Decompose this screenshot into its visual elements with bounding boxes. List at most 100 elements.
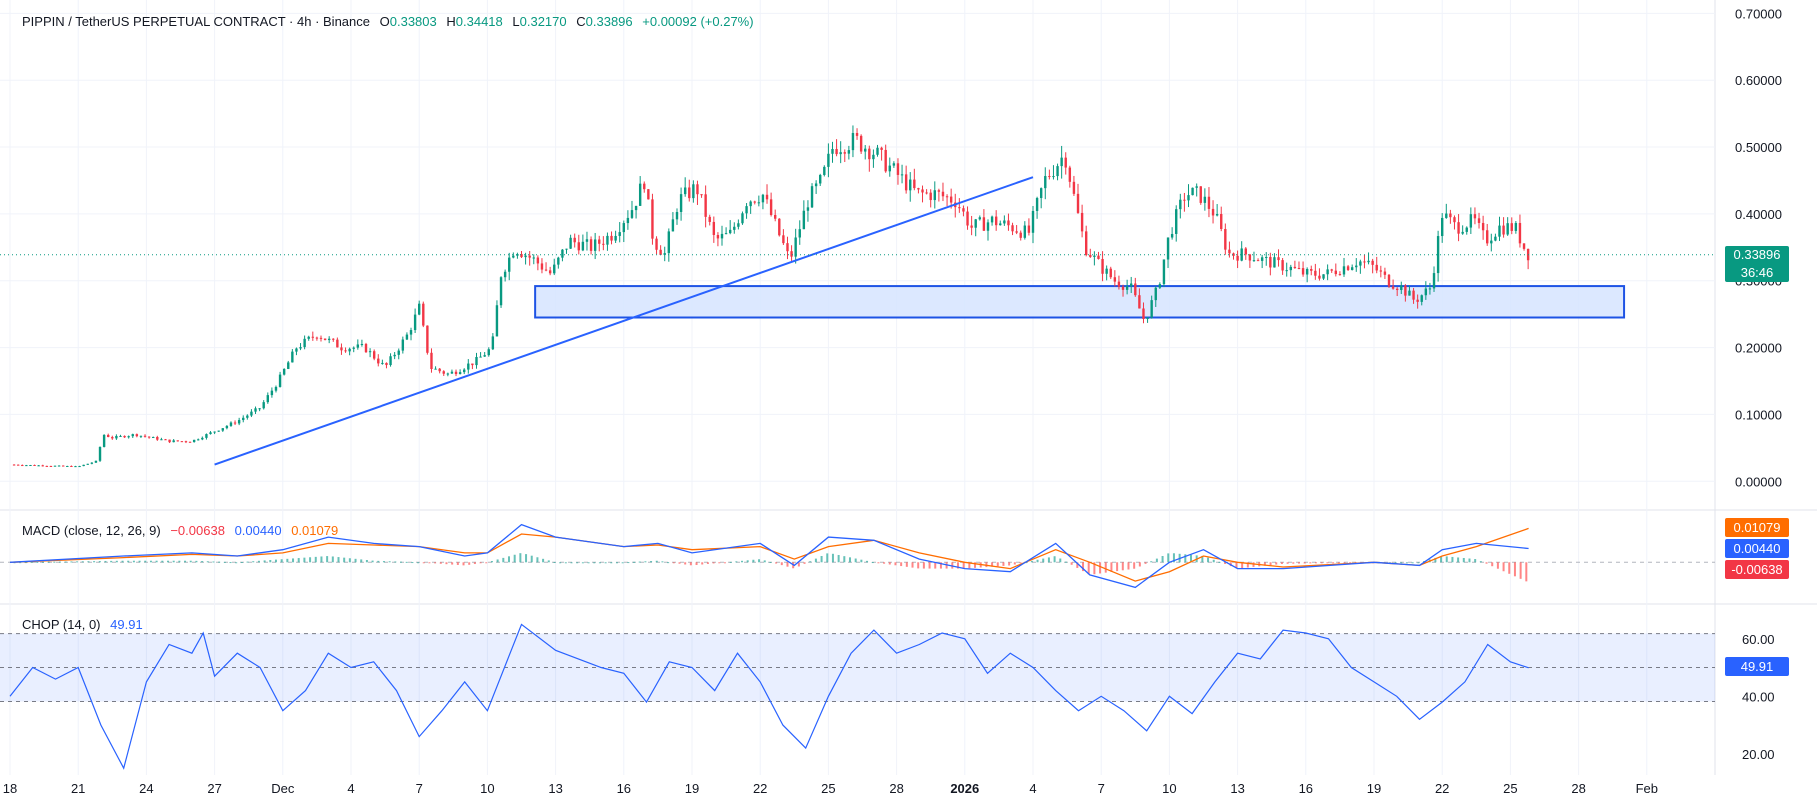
- candle-body: [123, 435, 126, 438]
- time-axis[interactable]: 18 21 24 27 Dec 4 7 10 13 16 19 22 25 28 2026 4 7 10 13 16 1…: [3, 781, 1658, 796]
- time-tick-label: Feb: [1636, 781, 1658, 796]
- candle-body: [990, 216, 994, 223]
- candle-body: [1432, 273, 1436, 289]
- macd-histogram-bar: [41, 561, 44, 563]
- candle-body: [29, 465, 32, 467]
- candle-body: [1240, 248, 1243, 261]
- time-tick-label: 25: [1503, 781, 1517, 796]
- candle-body: [1461, 231, 1464, 234]
- macd-histogram-bar: [371, 560, 374, 563]
- candle-body: [422, 303, 425, 326]
- symbol-legend: PIPPIN / TetherUS PERPETUAL CONTRACT · 4…: [22, 14, 760, 29]
- candle-body: [127, 436, 130, 438]
- candle-body: [585, 239, 589, 242]
- macd-histogram-bar: [559, 562, 562, 564]
- macd-histogram-bar: [672, 562, 675, 564]
- macd-histogram-bar: [1013, 562, 1016, 565]
- macd-histogram-bar: [650, 561, 653, 563]
- macd-histogram-bar: [337, 557, 340, 563]
- price-axis[interactable]: 0.700000.600000.500000.400000.300000.200…: [1735, 6, 1782, 761]
- candle-body: [774, 214, 777, 219]
- candle-body: [512, 255, 515, 258]
- macd-histogram-bar: [36, 561, 39, 563]
- macd-histogram-bar: [1496, 562, 1499, 569]
- candle-body: [74, 466, 77, 468]
- candle-body: [262, 402, 265, 409]
- candle-body: [102, 434, 106, 447]
- candle-body: [589, 239, 593, 251]
- candle-body: [1060, 157, 1063, 167]
- macd-histogram-bar: [394, 561, 397, 563]
- time-tick-label: 28: [1571, 781, 1585, 796]
- candle-body: [876, 147, 879, 155]
- macd-histogram-bar: [309, 557, 312, 563]
- candle-body: [667, 231, 671, 254]
- candle-body: [1506, 223, 1509, 235]
- candle-body: [1379, 270, 1383, 272]
- macd-histogram-bar: [411, 562, 414, 564]
- candle-body: [733, 226, 736, 230]
- candle-body: [483, 355, 486, 357]
- candle-body: [1477, 218, 1481, 223]
- macd-histogram-bar: [741, 560, 744, 563]
- candle-body: [1387, 274, 1391, 287]
- macd-histogram-bar: [763, 560, 766, 563]
- macd-histogram-bar: [877, 562, 880, 564]
- macd-histogram-bar: [615, 562, 618, 564]
- symbol-title[interactable]: PIPPIN / TetherUS PERPETUAL CONTRACT · 4…: [22, 14, 370, 29]
- macd-histogram-bar: [417, 562, 420, 564]
- macd-histogram-bar: [587, 562, 590, 564]
- candle-body: [1305, 268, 1309, 275]
- macd-hist-badge: -0.00638: [1725, 560, 1789, 579]
- candle-body: [1084, 231, 1088, 256]
- macd-histogram-bar: [917, 562, 920, 569]
- macd-histogram-bar: [19, 562, 22, 564]
- macd-histogram-bar: [667, 562, 670, 564]
- candle-body: [1265, 256, 1268, 258]
- macd-histogram-bar: [1224, 562, 1227, 564]
- macd-histogram-bar: [1042, 558, 1045, 563]
- macd-histogram-bar: [1252, 562, 1255, 567]
- candle-body: [164, 439, 167, 441]
- macd-histogram-bar: [1326, 562, 1329, 564]
- candle-body: [1289, 266, 1292, 271]
- macd-histogram-bar: [729, 561, 732, 563]
- candle-body: [348, 348, 351, 352]
- candle-body: [1056, 166, 1059, 177]
- candle-body: [90, 462, 94, 464]
- candle-body: [1072, 181, 1076, 194]
- candle-body: [999, 223, 1002, 226]
- candle-body: [1326, 269, 1329, 275]
- time-tick-label: 18: [3, 781, 17, 796]
- candle-body: [205, 434, 208, 438]
- candle-body: [913, 179, 916, 189]
- candle-body: [1142, 308, 1145, 320]
- candle-body: [536, 257, 540, 264]
- candle-body: [581, 241, 585, 251]
- candle-body: [577, 242, 580, 251]
- candle-body: [516, 254, 519, 256]
- candle-body: [61, 465, 65, 467]
- candle-body: [614, 235, 617, 241]
- candle-body: [49, 465, 53, 467]
- candle-body: [544, 269, 548, 271]
- macd-title[interactable]: MACD (close, 12, 26, 9): [22, 523, 161, 538]
- macd-histogram-bar: [1104, 562, 1107, 573]
- candle-body: [675, 211, 679, 220]
- candle-body: [557, 257, 560, 265]
- candle-body: [823, 166, 826, 175]
- macd-histogram-bar: [848, 557, 851, 563]
- candle-body: [315, 337, 319, 339]
- candle-body: [1383, 271, 1387, 275]
- candle-body: [1490, 240, 1493, 244]
- candle-body: [458, 372, 462, 375]
- candle-body: [1395, 288, 1399, 291]
- candle-body: [475, 356, 478, 366]
- macd-histogram-bar: [1280, 562, 1283, 564]
- candle-body: [393, 354, 396, 357]
- candle-body: [610, 235, 613, 241]
- chop-title[interactable]: CHOP (14, 0): [22, 617, 101, 632]
- candle-body: [1449, 213, 1452, 218]
- candle-body: [929, 192, 932, 201]
- macd-histogram-bar: [1349, 562, 1352, 564]
